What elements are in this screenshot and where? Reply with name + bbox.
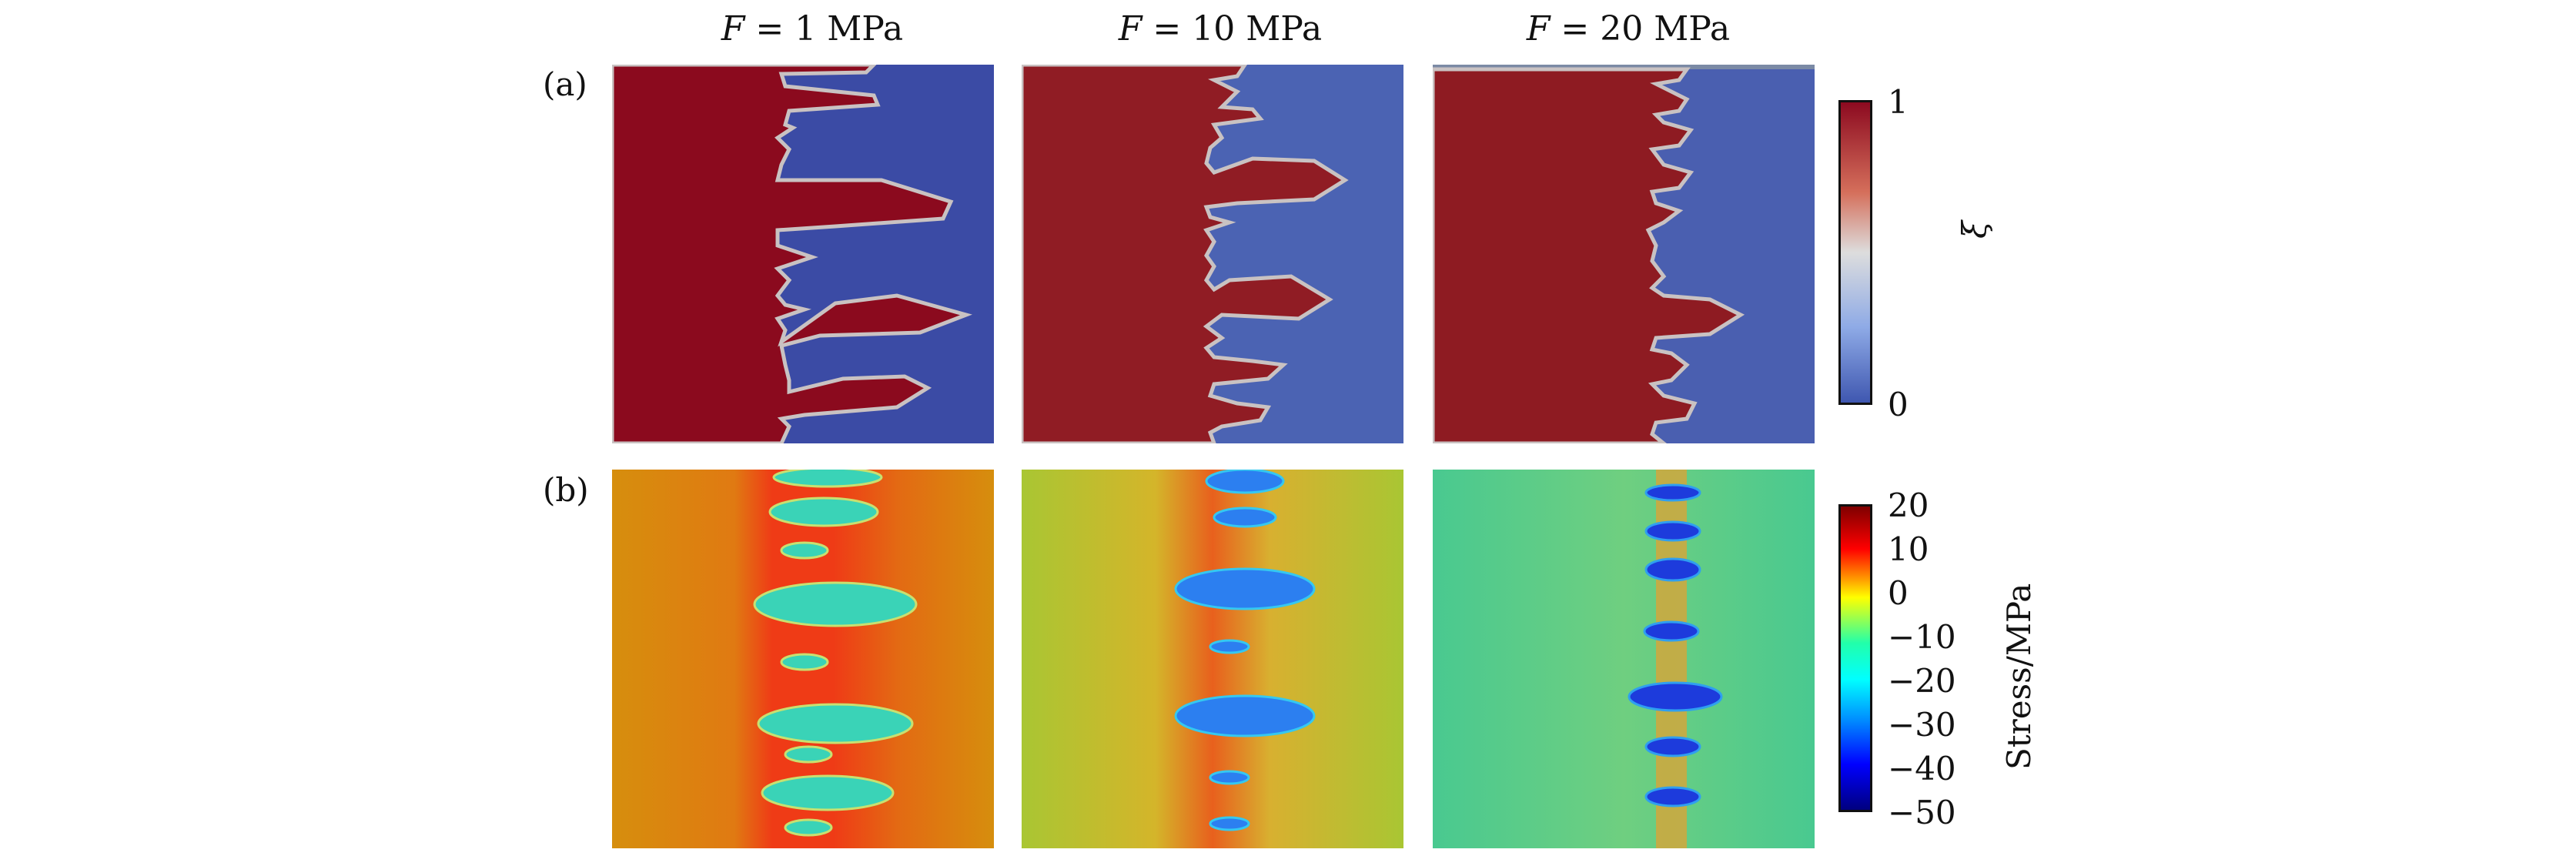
stress-field-image-1	[612, 470, 994, 848]
panel-b-3	[1433, 470, 1815, 848]
panel-a-2	[1022, 65, 1403, 443]
colorbar-stress	[1838, 504, 1872, 812]
inclusions	[1628, 483, 1723, 808]
column-title-2: F = 10 MPa	[1118, 9, 1323, 48]
stress-background	[1433, 470, 1815, 848]
colorbar-stress-title: Stress/MPa	[2000, 583, 2038, 770]
column-title-1: F = 1 MPa	[721, 9, 904, 48]
colorbar-phase	[1838, 100, 1872, 405]
colorbar-stress-tick-0: 0	[1888, 574, 1909, 612]
top-edge	[1433, 65, 1815, 69]
row-label-a: (a)	[543, 65, 587, 103]
stress-field-image-2	[1022, 470, 1403, 848]
colorbar-phase-title: ξ	[1955, 220, 1993, 239]
phase-field-image-3	[1433, 65, 1815, 443]
transformed-region	[612, 65, 972, 443]
transformed-region	[1022, 65, 1349, 443]
colorbar-phase-tick-min: 0	[1888, 386, 1909, 423]
colorbar-stress-tick-minus30: −30	[1888, 706, 1956, 744]
colorbar-stress-tick-minus50: −50	[1888, 794, 1956, 831]
colorbar-stress-tick-minus40: −40	[1888, 750, 1956, 787]
panel-b-2	[1022, 470, 1403, 848]
row-label-b: (b)	[543, 471, 589, 509]
panel-a-1	[612, 65, 994, 443]
stress-background	[1022, 470, 1403, 848]
phase-field-image-2	[1022, 65, 1403, 443]
colorbar-stress-tick-minus10: −10	[1888, 618, 1956, 656]
stress-field-image-3	[1433, 470, 1815, 848]
colorbar-stress-tick-minus20: −20	[1888, 662, 1956, 700]
colorbar-phase-tick-max: 1	[1888, 83, 1909, 121]
panel-a-3	[1433, 65, 1815, 443]
colorbar-stress-tick-10: 10	[1888, 530, 1929, 568]
colorbar-stress-tick-20: 20	[1888, 487, 1929, 524]
inclusions	[753, 470, 918, 837]
panel-b-1	[612, 470, 994, 848]
inclusions	[1174, 470, 1316, 831]
transformed-region	[1433, 67, 1745, 443]
phase-field-image-1	[612, 65, 994, 443]
column-title-3: F = 20 MPa	[1526, 9, 1731, 48]
